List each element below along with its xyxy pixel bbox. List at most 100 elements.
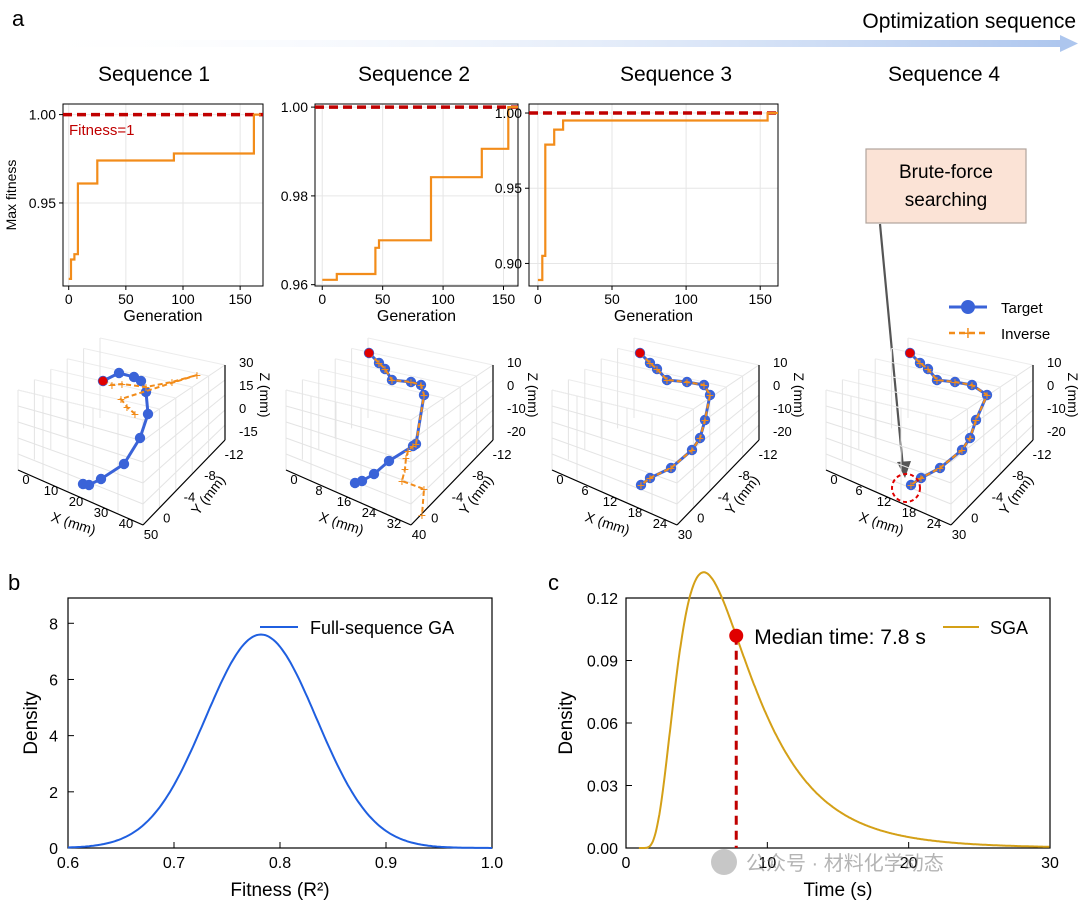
density-chart-b: 0.6 0.7 0.8 0.9 1.0 0 2 4 6 8 Fitness (R²) Density F… [21,597,503,901]
inverse-point: + [951,374,959,390]
inverse-path [102,374,198,415]
y-tick-label: 4 [49,729,58,746]
legend-3d: Target + Inverse [949,300,1050,345]
pane-grid [551,453,678,505]
pane-grid [285,389,412,421]
inverse-point: + [375,355,383,371]
x-tick-label: 150 [492,291,516,307]
inverse-point: + [388,372,396,388]
z-tick-label: -10 [1047,401,1066,416]
y-tick-label: 0.03 [587,779,618,796]
x-axis-label: X (mm) [49,509,98,538]
target-point [142,408,154,420]
pane-grid [676,409,760,484]
z-tick-label: -20 [507,424,526,439]
x-axis-label: X (mm) [583,509,632,538]
inverse-point: + [168,374,176,390]
target-point [970,414,982,426]
y-tick-label: 0.95 [495,180,522,196]
x-tick-label: 32 [387,516,401,531]
plot-frame [528,103,779,287]
y-tick-label: -12 [493,447,512,462]
max-fitness-series [68,113,261,280]
panel-label-a: a [12,6,25,31]
x-tick-label: 10 [44,483,58,498]
inverse-point: + [701,412,709,428]
full-sequence-ga-curve [67,633,492,849]
inverse-point: + [417,377,425,393]
plot-frame [314,103,519,287]
inverse-point: + [404,443,412,459]
inverse-point: + [924,361,932,377]
max-fitness-series [322,105,518,281]
inverse-point: + [142,379,150,395]
inverse-point: + [972,412,980,428]
y-tick-label: 8 [49,616,58,633]
pane-grid [825,405,952,442]
inverse-point: + [118,376,126,392]
inverse-point: + [966,430,974,446]
y-tick-label: -4 [184,489,196,504]
x-tick-label: 6 [855,483,862,498]
y-tick-label: 0 [49,841,58,858]
z-tick-label: 15 [239,378,253,393]
fitness-chart-seq1: 0 50 100 150 0.95 1.00 Generation Max fitness [3,103,264,325]
x-axis-label: Fitness (R²) [230,880,329,901]
pane-grid [335,358,461,388]
optimization-arrow-shaft [0,40,1062,47]
pane-grid [17,389,144,421]
x-axis-line [825,469,952,526]
y-tick-label: 0.95 [29,195,56,211]
x-tick-label: 0.9 [375,855,397,872]
x-tick-label: 24 [653,516,667,531]
pane-grid [142,409,226,484]
median-point [729,628,744,643]
pane-grid [285,437,412,484]
inverse-point: + [968,377,976,393]
x-axis-label: Time (s) [804,880,873,901]
pane-grid [17,405,144,442]
x-axis-label: Generation [614,308,693,325]
pane-grid [142,364,226,421]
x-axis-label: Generation [377,308,456,325]
z-tick-label: 0 [507,378,514,393]
z-tick-label: 0 [239,401,246,416]
panel-label-c: c [548,570,559,595]
pane-grid [950,409,1034,484]
z-tick-label: -20 [1047,424,1066,439]
y-axis-label: Density [21,691,42,755]
pane-grid [551,389,678,421]
pane-grid [551,421,678,463]
x-tick-label: 0 [65,291,73,307]
pane-grid [17,421,144,463]
pane-grid [676,364,760,421]
pane-grid [551,405,678,442]
pane-grid [410,394,494,463]
x-tick-label: 0 [556,472,563,487]
inverse-point: + [117,391,125,407]
fitness-line-charts: 0 50 100 150 0.95 1.00 Generation Max fitness 0 5… [3,99,779,325]
pane-grid [142,424,226,505]
x-tick-label: 50 [375,291,391,307]
pane-grid [285,405,412,442]
x-tick-label: 100 [431,291,455,307]
inverse-point: + [907,477,915,493]
x-tick-label: 50 [118,291,134,307]
x-tick-label: 50 [144,527,158,542]
inverse-point: + [696,430,704,446]
inverse-point: + [700,377,708,393]
legend-label: SGA [990,618,1028,638]
x-tick-label: 0 [622,855,631,872]
z-axis-label: Z (mm) [791,372,807,417]
z-tick-label: -10 [773,401,792,416]
inverse-point: + [381,361,389,377]
density-chart-c: 0 10 20 30 0.00 0.03 0.06 0.09 0.12 Time (s) Densi… [556,571,1059,901]
max-fitness-series [537,111,778,282]
x-tick-label: 0 [290,472,297,487]
inverse-point: + [983,387,991,403]
inverse-point: + [933,372,941,388]
pane-grid [842,379,968,410]
